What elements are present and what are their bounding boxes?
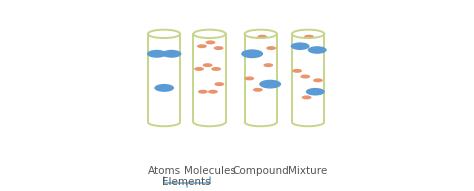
- Ellipse shape: [147, 50, 167, 58]
- Ellipse shape: [162, 50, 182, 58]
- Ellipse shape: [292, 69, 302, 73]
- Text: Atoms: Atoms: [147, 166, 181, 176]
- Ellipse shape: [257, 35, 267, 39]
- Ellipse shape: [259, 80, 281, 89]
- Ellipse shape: [197, 44, 207, 48]
- Ellipse shape: [206, 40, 215, 44]
- Ellipse shape: [291, 42, 310, 50]
- Text: Molecules: Molecules: [183, 166, 236, 176]
- Ellipse shape: [241, 49, 263, 58]
- Ellipse shape: [245, 76, 254, 80]
- Text: Mixture: Mixture: [289, 166, 328, 176]
- Text: Elements: Elements: [163, 177, 211, 187]
- Ellipse shape: [266, 46, 276, 50]
- Ellipse shape: [203, 63, 212, 67]
- Ellipse shape: [214, 82, 224, 86]
- Ellipse shape: [304, 35, 314, 39]
- Ellipse shape: [198, 90, 208, 94]
- Text: Compound: Compound: [232, 166, 289, 176]
- Ellipse shape: [308, 46, 327, 54]
- Ellipse shape: [211, 67, 221, 71]
- Ellipse shape: [301, 96, 311, 99]
- Ellipse shape: [306, 88, 325, 96]
- Ellipse shape: [264, 63, 273, 67]
- Ellipse shape: [301, 74, 310, 79]
- Ellipse shape: [194, 67, 204, 71]
- Ellipse shape: [253, 88, 263, 92]
- Ellipse shape: [313, 78, 323, 82]
- Ellipse shape: [208, 90, 218, 94]
- Ellipse shape: [214, 46, 224, 50]
- Ellipse shape: [155, 84, 174, 92]
